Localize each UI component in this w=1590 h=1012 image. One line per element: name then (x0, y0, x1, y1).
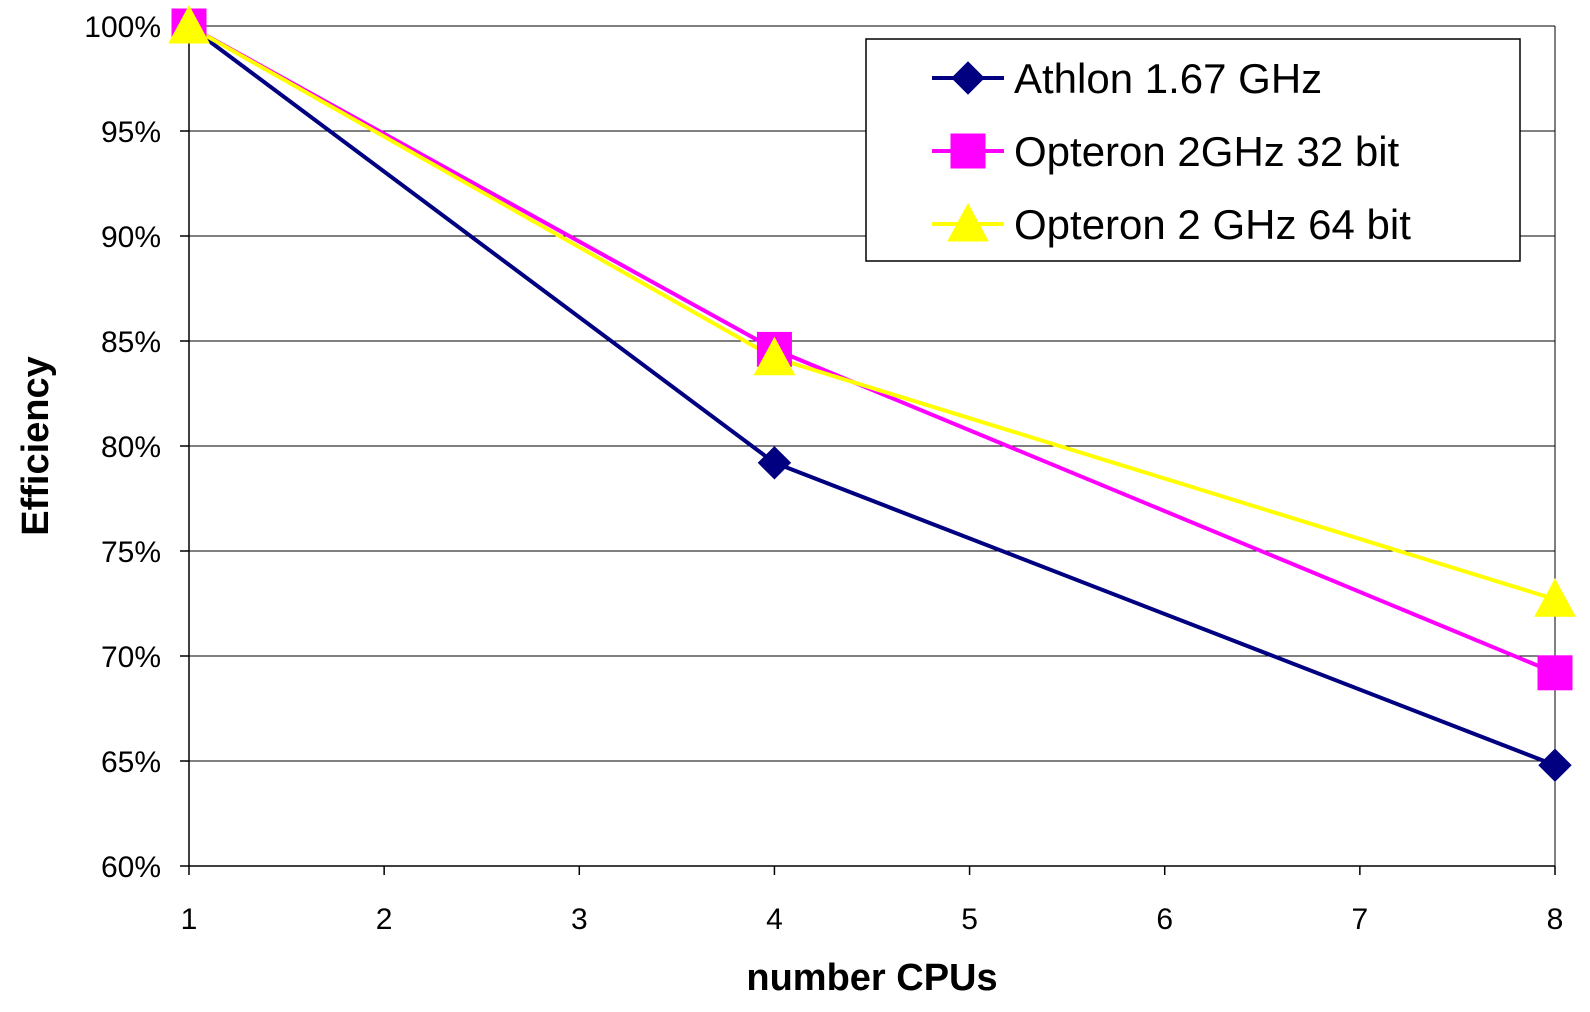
legend-swatch-marker (950, 133, 986, 169)
series-1-point (757, 446, 792, 480)
x-tick-label: 4 (766, 903, 783, 936)
y-tick-label: 75% (101, 536, 161, 569)
axes (188, 25, 1556, 867)
y-tick-label: 65% (101, 746, 161, 779)
legend-entry-label: Athlon 1.67 GHz (1014, 55, 1322, 102)
series-3-point (168, 4, 210, 44)
x-tick-label: 7 (1352, 903, 1369, 936)
y-tick-label: 60% (101, 851, 161, 884)
series-3-point (1534, 578, 1576, 617)
x-axis-title: number CPUs (746, 957, 997, 999)
x-tick-label: 8 (1547, 903, 1564, 936)
legend-entry-label: Opteron 2GHz 32 bit (1014, 128, 1400, 175)
x-tick-label: 1 (181, 903, 198, 936)
x-tick-label: 2 (376, 903, 393, 936)
legend: Athlon 1.67 GHz Opteron 2GHz 32 bit Optero… (865, 38, 1521, 262)
x-axis-ticks: 1 2 3 4 5 6 7 8 (181, 866, 1564, 936)
y-tick-label: 100% (84, 11, 161, 44)
series-2-point (1537, 655, 1573, 691)
y-tick-label: 90% (101, 221, 161, 254)
series-markers (168, 4, 1576, 782)
series-3-point (753, 336, 796, 376)
x-tick-label: 5 (961, 903, 978, 936)
y-tick-label: 95% (101, 116, 161, 149)
y-axis-ticks: 60% 65% 70% 75% 80% 85% 90% 95% 100% (84, 11, 189, 884)
series-1-point (1538, 748, 1572, 782)
legend-swatch-marker (947, 202, 989, 242)
y-axis-title: Efficiency (15, 356, 57, 536)
y-tick-label: 85% (101, 326, 161, 359)
x-tick-label: 3 (571, 903, 588, 936)
y-tick-label: 80% (101, 431, 161, 464)
legend-entry-label: Opteron 2 GHz 64 bit (1014, 201, 1411, 248)
legend-swatch-marker (951, 61, 985, 95)
x-tick-label: 6 (1156, 903, 1173, 936)
y-tick-label: 70% (101, 641, 161, 674)
